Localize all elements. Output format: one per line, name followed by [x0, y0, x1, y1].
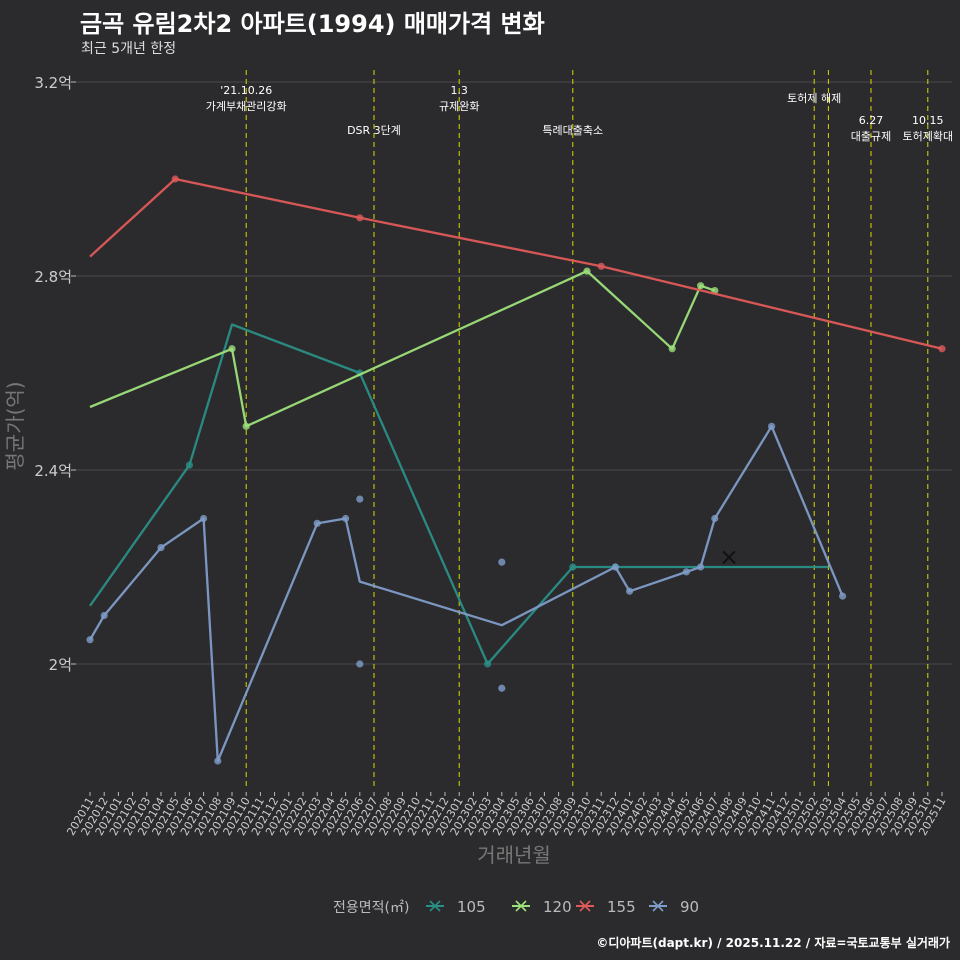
data-point-155	[938, 345, 946, 353]
legend-item-105: 105	[426, 898, 486, 916]
x-axis-title: 거래년월	[477, 843, 551, 867]
legend-label: 155	[607, 898, 636, 916]
legend-title: 전용면적(㎡)	[333, 900, 409, 916]
legend-label: 90	[680, 898, 699, 916]
legend-label: 105	[457, 898, 486, 916]
event-label: 가계부채관리강화	[206, 100, 287, 113]
data-point-120	[583, 267, 591, 275]
latest-marker-90	[722, 550, 736, 565]
data-point-105	[569, 563, 577, 571]
data-point-120	[228, 345, 236, 353]
event-label: 토허제 해제	[787, 91, 841, 105]
data-point-90	[356, 495, 364, 503]
data-point-90	[498, 558, 506, 566]
chart-title: 금곡 유림2차2 아파트(1994) 매매가격 변화	[80, 10, 545, 38]
data-point-105	[484, 660, 492, 668]
legend-swatch-mark	[652, 900, 664, 912]
event-label: 대출규제	[851, 130, 891, 143]
event-date: 6.27	[859, 114, 884, 127]
axis-layer: 2억2.4억2.8억3.2억20201120201220210120210220…	[3, 74, 949, 867]
footer-credit: ©디아파트(dapt.kr) / 2025.11.22 / 자료=국토교통부 실…	[596, 936, 950, 950]
data-point-90	[342, 514, 350, 523]
data-point-90	[200, 514, 208, 523]
series-line-105	[89, 323, 829, 666]
data-point-90	[626, 587, 634, 595]
legend-item-120: 120	[512, 898, 572, 916]
legend-swatch-mark	[579, 900, 591, 912]
series-layer	[86, 175, 946, 765]
legend-item-155: 155	[576, 898, 636, 916]
data-point-90	[86, 636, 94, 644]
data-point-105	[185, 461, 193, 469]
data-point-90	[611, 563, 620, 571]
event-date: 10.15	[912, 114, 944, 127]
legend-layer: 전용면적(㎡) 105 120 155 90	[333, 898, 699, 916]
y-tick-label: 2.8억	[34, 268, 72, 286]
data-point-120	[668, 345, 676, 353]
y-tick-label: 2억	[49, 656, 72, 674]
event-date: 1.3	[450, 84, 468, 97]
legend-label: 120	[543, 898, 572, 916]
series-line-90	[89, 425, 844, 763]
data-point-90	[214, 757, 222, 765]
legend-swatch-mark	[429, 900, 441, 912]
data-point-155	[171, 175, 179, 183]
legend-swatch-mark	[515, 900, 527, 912]
grid-layer	[76, 81, 952, 665]
data-point-90	[839, 592, 847, 600]
chart-subtitle: 최근 5개년 한정	[81, 41, 177, 57]
data-point-155	[356, 214, 364, 222]
legend-item-90: 90	[649, 898, 699, 916]
data-point-120	[242, 422, 250, 430]
data-point-90	[682, 568, 691, 576]
data-point-90	[100, 611, 108, 620]
data-point-90	[356, 660, 364, 668]
y-tick-label: 3.2억	[34, 74, 72, 92]
y-tick-label: 2.4억	[34, 462, 72, 480]
data-point-90	[711, 514, 719, 523]
data-point-90	[697, 563, 705, 571]
event-label: 규제완화	[439, 100, 479, 113]
data-point-120	[697, 282, 705, 290]
data-point-90	[313, 519, 321, 527]
series-line-120	[89, 269, 716, 428]
y-axis-title: 평균가(억)	[3, 381, 27, 470]
data-point-90	[157, 544, 165, 552]
data-point-155	[597, 262, 605, 270]
event-label: DSR 3단계	[347, 124, 401, 137]
marker-stroke	[722, 550, 736, 565]
event-label: 토허제확대	[902, 130, 953, 143]
event-label: 특례대출축소	[542, 124, 603, 137]
data-point-90	[768, 422, 776, 430]
event-date: '21.10.26	[220, 84, 272, 97]
data-point-90	[498, 684, 506, 692]
